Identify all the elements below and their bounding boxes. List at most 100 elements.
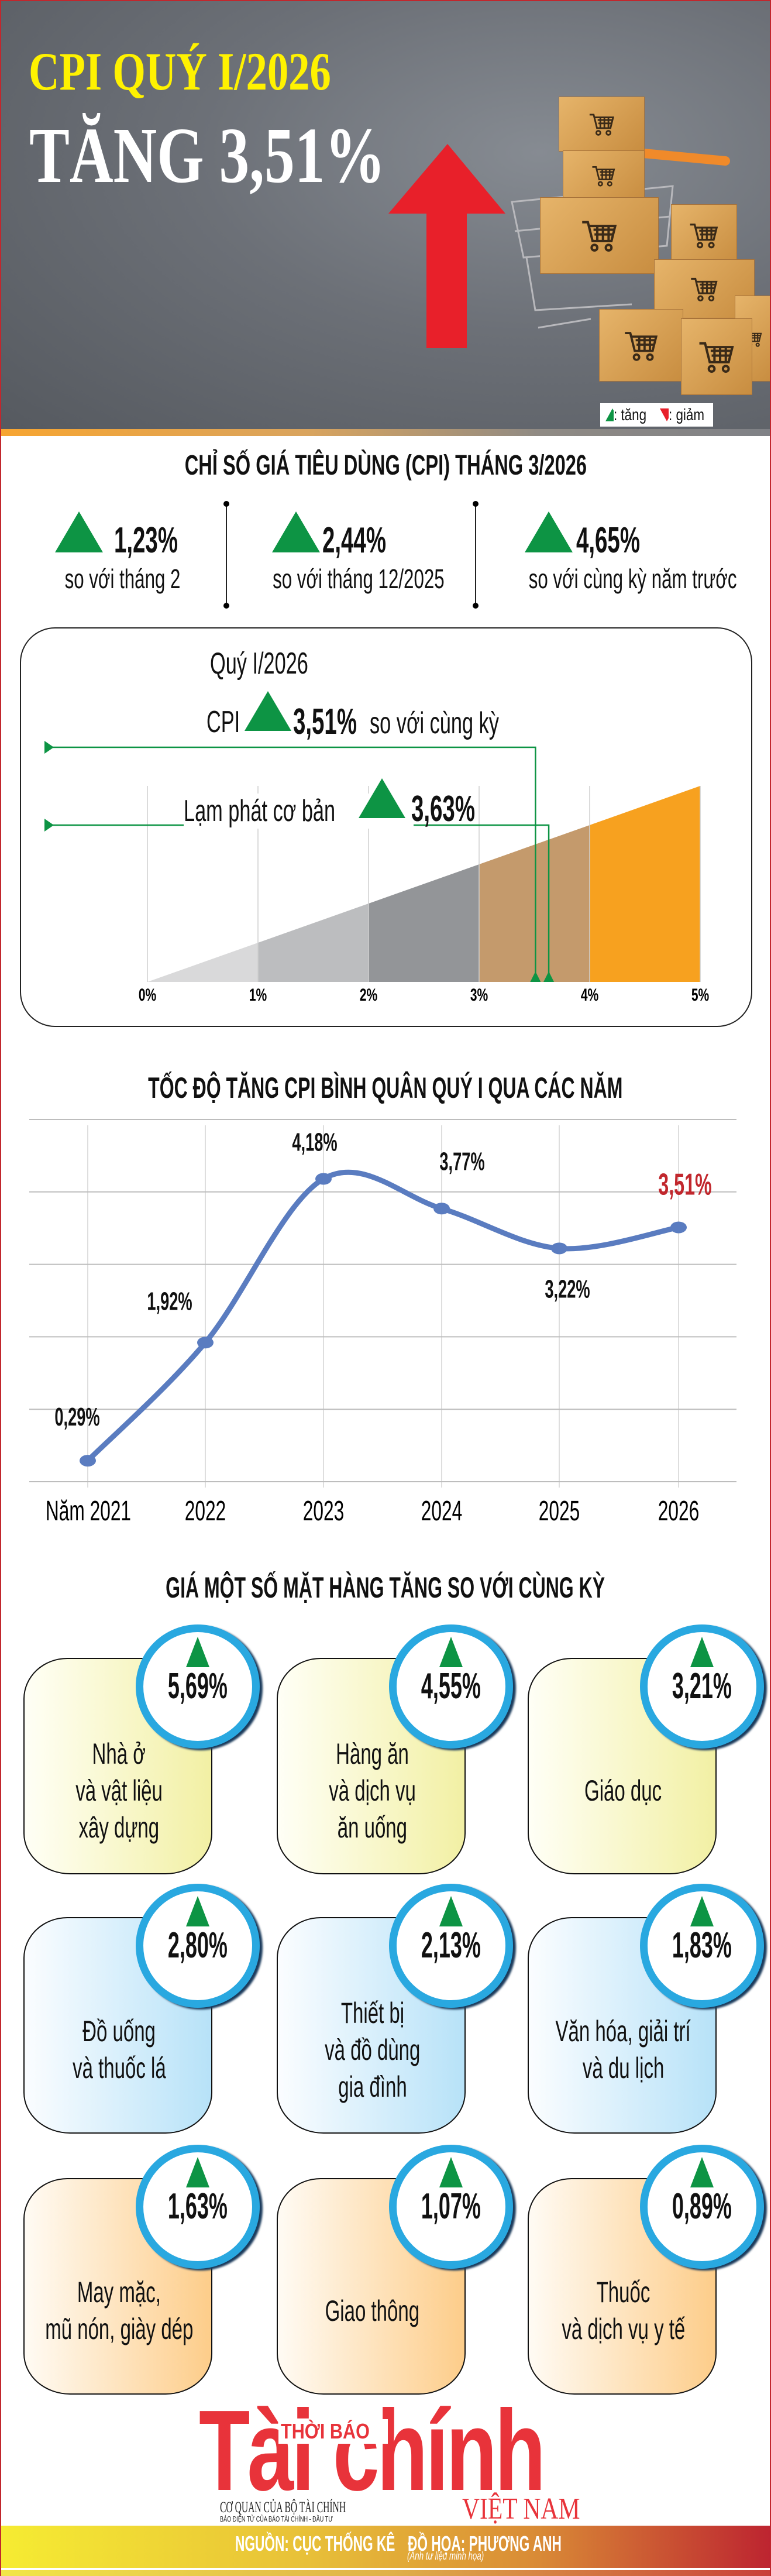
cart-handle	[639, 149, 730, 166]
line-chart-title: TỐC ĐỘ TĂNG CPI BÌNH QUÂN QUÝ I QUA CÁC …	[148, 1071, 623, 1104]
logo-sub1: CƠ QUAN CỦA BỘ TÀI CHÍNH	[220, 2499, 346, 2516]
triangle-up-icon	[272, 511, 320, 552]
item-card-label-line: và thuốc lá	[72, 2052, 166, 2084]
item-card-label: Thuốc và dịch vụ y tế	[529, 2241, 718, 2381]
cart-box	[599, 309, 683, 382]
triangle-down-icon	[660, 408, 669, 421]
marker-point	[530, 971, 541, 982]
triangle-up-icon	[439, 2157, 463, 2187]
footer-source: NGUỒN: CỤC THỐNG KÊ	[235, 2532, 395, 2556]
line-data-label: 3,51%	[658, 1168, 711, 1202]
item-card-label-line: và vật liệu	[75, 1774, 163, 1807]
stat-label: so với cùng kỳ năm trước	[528, 564, 737, 594]
item-card-label: Thiết bị và đồ dùng gia đình	[278, 1980, 467, 2120]
item-card: Thuốc và dịch vụ y tế 0,89%	[528, 2145, 764, 2395]
item-card-label-line: mũ nón, giày dép	[44, 2313, 194, 2345]
item-value: 2,80%	[168, 1925, 228, 1966]
item-card-label: Nhà ở và vật liệu xây dựng	[25, 1720, 214, 1861]
marker-leader-line	[47, 746, 536, 982]
stat-value: 1,23%	[114, 520, 178, 561]
core-value: 3,63%	[411, 789, 476, 829]
cpi-value: 3,51%	[293, 702, 357, 742]
cpi-suffix: so với cùng kỳ	[370, 706, 499, 740]
items-title: GIÁ MỘT SỐ MẶT HÀNG TĂNG SO VỚI CÙNG KỲ	[166, 1571, 605, 1604]
cart-box	[559, 97, 645, 152]
item-value-badge: 2,13%	[389, 1884, 513, 2008]
stat-label: so với tháng 2	[65, 564, 181, 594]
item-card: Hàng ăn và dịch vụ ăn uống 4,55%	[277, 1624, 513, 1874]
item-value-badge: 5,69%	[136, 1624, 260, 1749]
line-series	[85, 1169, 681, 1464]
item-value-badge: 2,80%	[136, 1884, 260, 2008]
item-card-label: Giao thông	[278, 2241, 467, 2381]
marker-arrow-icon	[44, 741, 54, 754]
line-point	[80, 1455, 96, 1467]
item-card-label-line: Giáo dục	[584, 1774, 662, 1807]
item-card: Giao thông 1,07%	[277, 2145, 513, 2395]
item-card: Đồ uống và thuốc lá 2,80%	[23, 1884, 260, 2134]
gauge-tick-label: 3%	[470, 986, 488, 1005]
logo-bottom: VIỆT NAM	[462, 2492, 580, 2526]
cart-box	[563, 150, 645, 201]
item-card-label: Giáo dục	[529, 1720, 718, 1861]
gauge-tick-label: 2%	[360, 986, 377, 1005]
item-card-label-line: Giao thông	[325, 2294, 420, 2327]
triangle-up-icon	[359, 778, 405, 818]
item-card-label-line: gia đình	[338, 2070, 407, 2103]
item-value: 1,83%	[672, 1925, 732, 1966]
triangle-up-icon	[245, 691, 291, 731]
line-point	[670, 1221, 687, 1234]
hero-title-line2: TĂNG 3,51%	[29, 112, 386, 200]
item-card: Văn hóa, giải trí và du lịch 1,83%	[528, 1884, 764, 2134]
line-data-label: 1,92%	[147, 1287, 192, 1316]
item-card-label: May mặc, mũ nón, giày dép	[25, 2241, 214, 2381]
triangle-up-icon	[690, 2157, 714, 2187]
item-card: May mặc, mũ nón, giày dép 1,63%	[23, 2145, 260, 2395]
line-category-label: 2022	[185, 1495, 226, 1526]
quarter-panel	[20, 627, 752, 1027]
line-chart: 0,29% Năm 2021 1,92% 2022 4,18% 2023 3,77% 2024…	[29, 1119, 736, 1527]
footer-strip	[0, 2570, 771, 2576]
cart-box	[681, 318, 752, 395]
item-value: 1,07%	[421, 2186, 481, 2227]
item-card-label-line: xây dựng	[78, 1811, 160, 1844]
stat-value: 4,65%	[576, 520, 641, 561]
item-value: 5,69%	[168, 1666, 228, 1706]
line-data-label: 0,29%	[54, 1402, 99, 1431]
footer-band: NGUỒN: CỤC THỐNG KÊ ĐỒ HỌA: PHƯƠNG ANH (…	[0, 2526, 771, 2568]
item-card-label: Hàng ăn và dịch vụ ăn uống	[278, 1720, 467, 1861]
footer-design: ĐỒ HỌA: PHƯƠNG ANH	[408, 2532, 562, 2556]
monthly-title: CHỈ SỐ GIÁ TIÊU DÙNG (CPI) THÁNG 3/2026	[184, 450, 587, 481]
item-card-label: Đồ uống và thuốc lá	[25, 1980, 214, 2120]
marker-arrow-icon	[44, 819, 54, 832]
item-value-badge: 1,83%	[640, 1884, 764, 2008]
logo-sub2: BÁO ĐIỆN TỬ CỦA BÁO TÀI CHÍNH - ĐẦU TƯ	[220, 2515, 333, 2523]
quarter-gauge-chart: 0% 1% 2% 3% 4% 5%	[44, 741, 709, 1005]
marker-point	[543, 971, 555, 982]
triangle-up-icon	[525, 511, 573, 552]
line-point	[315, 1173, 332, 1185]
gauge-tick-label: 5%	[691, 986, 709, 1005]
item-card-label-line: Đồ uống	[82, 2015, 156, 2048]
legend-down-label: : giảm	[668, 406, 704, 424]
triangle-up-icon	[186, 1637, 209, 1667]
item-card: Giáo dục 3,21%	[528, 1624, 764, 1874]
item-card-label-line: và đồ dùng	[324, 2033, 421, 2066]
gauge-tick-label: 1%	[249, 986, 267, 1005]
item-value: 4,55%	[421, 1666, 481, 1706]
item-card-label-line: Hàng ăn	[336, 1737, 409, 1770]
gauge-band	[258, 904, 369, 982]
gauge-band	[590, 786, 700, 982]
item-value: 3,21%	[672, 1666, 732, 1706]
line-category-label: 2023	[303, 1495, 344, 1526]
item-card-label-line: Nhà ở	[92, 1737, 146, 1770]
quarter-title: Quý I/2026	[210, 647, 308, 681]
gauge-band	[369, 864, 479, 982]
stat-dividers	[223, 501, 479, 609]
item-card-label-line: Thiết bị	[340, 1996, 404, 2029]
triangle-up-icon	[439, 1637, 463, 1667]
triangle-up-icon	[186, 1896, 209, 1926]
line-data-label: 3,77%	[439, 1147, 484, 1176]
line-data-label: 4,18%	[292, 1128, 337, 1156]
line-category-label: 2026	[658, 1495, 699, 1526]
